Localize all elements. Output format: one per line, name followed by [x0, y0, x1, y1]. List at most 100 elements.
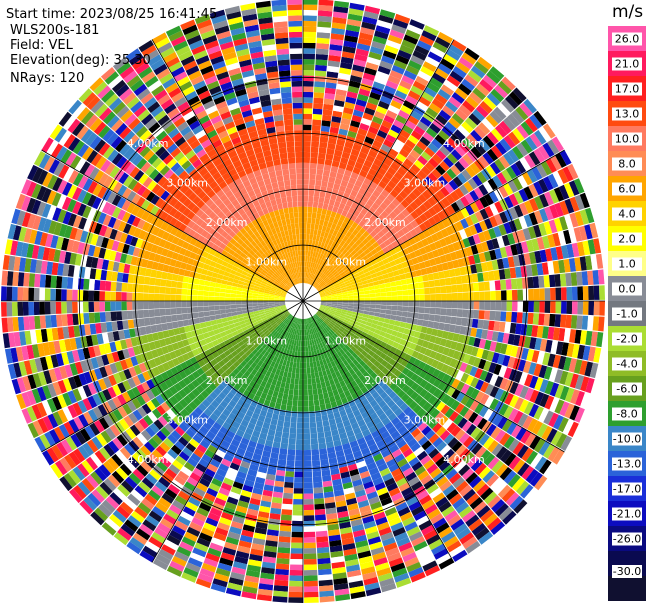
radar-gate — [154, 278, 162, 286]
radar-gate — [340, 471, 351, 479]
radar-gate — [326, 316, 332, 322]
radar-gate — [378, 279, 385, 285]
radar-gate — [388, 463, 400, 473]
radar-gate — [319, 191, 326, 198]
radar-gate — [366, 367, 374, 375]
radar-gate — [511, 278, 518, 290]
radar-gate — [465, 375, 475, 386]
radar-gate — [439, 238, 448, 248]
radar-gate — [404, 556, 420, 568]
radar-gate — [458, 83, 472, 96]
radar-gate — [220, 482, 232, 492]
radar-gate — [200, 412, 210, 422]
radar-gate — [316, 312, 322, 317]
radar-gate — [169, 258, 177, 267]
radar-gate — [355, 340, 362, 347]
radar-gate — [517, 301, 524, 312]
radar-gate — [469, 475, 482, 489]
radar-gate — [327, 221, 333, 228]
radar-gate — [143, 414, 154, 426]
radar-gate — [424, 565, 441, 577]
radar-gate — [357, 174, 366, 183]
radar-gate — [115, 282, 123, 292]
radar-gate — [296, 433, 303, 440]
radar-gate — [303, 266, 305, 273]
radar-gate — [397, 389, 406, 399]
radar-gate — [356, 545, 370, 554]
radar-gate — [225, 293, 231, 298]
radar-gate — [253, 310, 260, 315]
radar-gate — [66, 301, 73, 314]
radar-gate — [435, 286, 441, 294]
radar-gate — [300, 340, 303, 347]
radar-gate — [169, 529, 184, 541]
radar-gate — [303, 351, 306, 358]
radar-gate — [450, 341, 458, 350]
radar-gate — [545, 248, 553, 262]
radar-gate — [325, 339, 331, 345]
radar-gate — [72, 388, 82, 402]
radar-gate — [348, 321, 355, 327]
radar-gate — [342, 442, 351, 451]
radar-gate — [303, 477, 313, 483]
radar-gate — [324, 87, 336, 95]
radar-gate — [344, 317, 351, 322]
radar-gate — [330, 550, 344, 558]
radar-gate — [381, 417, 391, 426]
radar-gate — [366, 531, 380, 540]
radar-gate — [174, 495, 188, 506]
radar-gate — [153, 293, 160, 301]
radar-gate — [544, 191, 554, 206]
radar-gate — [474, 462, 487, 476]
radar-gate — [260, 355, 267, 362]
radar-gate — [525, 450, 538, 465]
radar-gate — [451, 92, 465, 104]
radar-gate — [287, 394, 294, 401]
radar-gate — [143, 317, 151, 326]
radar-gate — [425, 127, 438, 138]
radar-gate — [232, 368, 240, 376]
radar-gate — [457, 352, 466, 362]
radar-gate — [185, 442, 197, 453]
radar-gate — [334, 212, 342, 220]
radar-gate — [370, 546, 385, 556]
radar-gate — [324, 319, 330, 324]
radar-gate — [253, 324, 259, 330]
radar-gate — [259, 287, 266, 291]
radar-gate — [136, 464, 149, 477]
radar-gate — [269, 319, 276, 325]
radar-gate — [447, 452, 459, 464]
radar-gate — [423, 479, 436, 490]
radar-gate — [501, 301, 507, 311]
radar-gate — [331, 305, 337, 308]
radar-gate — [396, 250, 405, 258]
radar-gate — [253, 395, 261, 403]
radar-gate — [263, 351, 270, 358]
radar-gate — [384, 251, 392, 258]
radar-gate — [241, 294, 248, 299]
radar-gate — [423, 176, 434, 187]
radar-gate — [490, 301, 496, 311]
radar-gate — [266, 352, 273, 360]
radar-gate — [347, 13, 363, 22]
radar-gate — [363, 576, 379, 586]
radar-gate — [385, 223, 394, 231]
radar-gate — [49, 429, 61, 444]
radar-gate — [402, 143, 413, 154]
radar-gate — [536, 237, 545, 250]
radar-gate — [254, 448, 263, 456]
radar-gate — [93, 290, 100, 301]
radar-gate — [513, 218, 523, 231]
radar-gate — [319, 453, 328, 461]
radar-gate — [26, 345, 35, 360]
radar-gate — [193, 317, 200, 324]
radar-gate — [294, 329, 297, 335]
radar-gate — [196, 507, 209, 517]
radar-gate — [470, 327, 478, 337]
radar-gate — [123, 459, 136, 473]
radar-gate — [198, 532, 213, 543]
radar-gate — [44, 301, 51, 315]
radar-gate — [390, 562, 406, 573]
radar-gate — [563, 229, 572, 245]
radar-gate — [310, 146, 319, 153]
